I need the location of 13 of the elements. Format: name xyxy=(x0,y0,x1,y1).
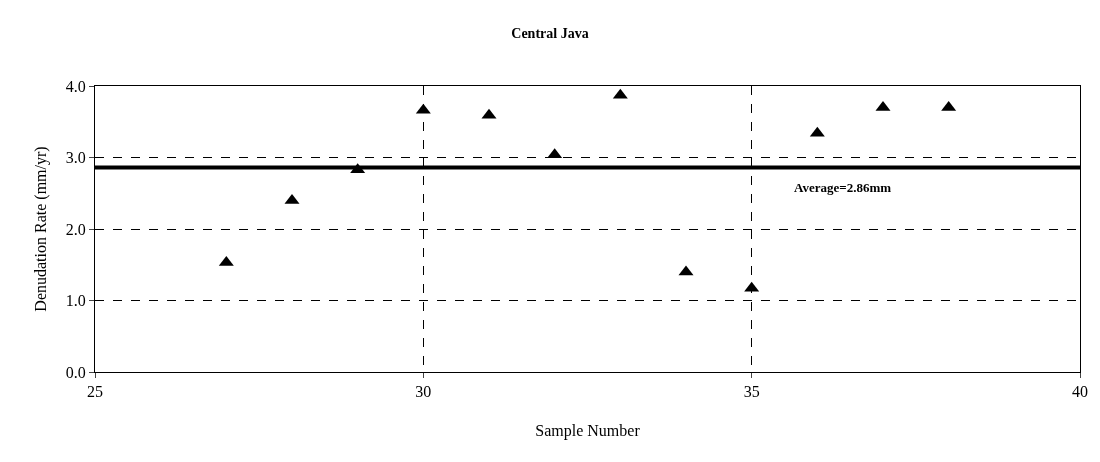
y-tick-label: 4.0 xyxy=(65,77,86,95)
y-tick-label: 0.0 xyxy=(65,363,86,381)
y-tick-label: 1.0 xyxy=(65,292,86,310)
y-tick-label: 2.0 xyxy=(65,220,86,238)
ref-line-label: Average=2.86mm xyxy=(794,180,892,195)
x-axis-title: Sample Number xyxy=(535,421,641,440)
x-tick-label: 25 xyxy=(87,383,103,401)
x-tick-label: 40 xyxy=(1072,383,1088,401)
y-tick-label: 3.0 xyxy=(65,149,86,167)
x-tick-label: 35 xyxy=(743,383,760,401)
chart-title: Central Java xyxy=(511,25,589,41)
x-tick-label: 30 xyxy=(415,383,432,401)
y-axis-title: Denudation Rate (mm/yr) xyxy=(31,146,50,312)
